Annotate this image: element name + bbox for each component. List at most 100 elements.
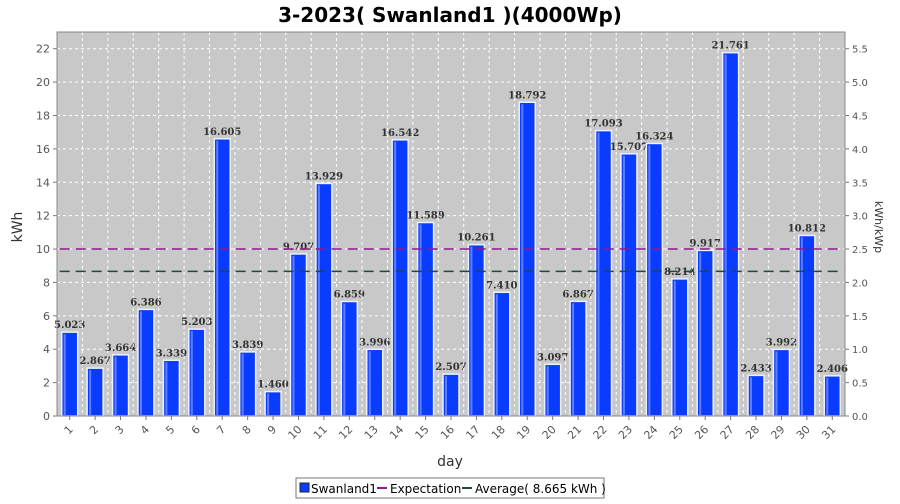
x-tick-label: 27: [718, 423, 737, 442]
bar-highlight: [673, 280, 676, 416]
bar-value-label: 9.707: [283, 242, 314, 253]
y2-tick-label: 1.5: [852, 312, 868, 323]
legend-box: [295, 477, 605, 499]
y-tick-label: 12: [36, 210, 50, 223]
bar-highlight: [292, 255, 295, 416]
x-tick-label: 22: [591, 423, 610, 442]
plot-border: [56, 31, 846, 417]
bar-highlight: [394, 141, 397, 416]
chart-title: 3-2023( Swanland1 )(4000Wp): [278, 3, 622, 27]
bar-value-label: 5.203: [181, 317, 212, 328]
y2-tick-label: 3.0: [852, 212, 868, 223]
y2-tick-label: 5.0: [852, 78, 868, 89]
bar-highlight: [343, 303, 346, 416]
y-tick-label: 22: [36, 43, 50, 56]
bar-highlight: [63, 334, 66, 416]
y-tick-label: 6: [43, 310, 50, 323]
y2-tick-label: 2.5: [852, 245, 868, 256]
bar-value-label: 1.460: [257, 380, 288, 391]
bar-highlight: [699, 252, 702, 416]
bar-highlight: [165, 362, 168, 416]
bar-highlight: [89, 370, 92, 416]
y-tick-label: 8: [43, 276, 50, 289]
bar-value-label: 21.761: [711, 41, 749, 52]
bar-value-label: 3.996: [359, 337, 390, 348]
y-tick-label: 0: [43, 410, 50, 423]
x-tick-label: 30: [794, 423, 813, 442]
legend-label-expectation: Expectation: [390, 482, 461, 496]
bar-value-label: 2.507: [435, 362, 466, 373]
y-tick-label: 4: [43, 343, 50, 356]
bar-highlight: [775, 351, 778, 416]
legend-label-average: Average( 8.665 kWh ): [475, 482, 606, 496]
bar-value-label: 3.339: [156, 348, 187, 359]
y2-tick-label: 2.0: [852, 278, 868, 289]
bar-highlight: [267, 393, 270, 416]
bar-highlight: [317, 185, 320, 416]
bar-value-label: 2.433: [740, 363, 771, 374]
x-tick-label: 15: [413, 423, 432, 442]
bar-value-label: 6.867: [562, 289, 593, 300]
legend-label-swanland1: Swanland1: [311, 482, 377, 496]
x-tick-label: 24: [641, 423, 660, 442]
bar-value-label: 16.324: [635, 131, 673, 142]
bar-value-label: 2.406: [817, 364, 848, 375]
x-tick-label: 19: [514, 423, 533, 442]
y2-tick-label: 5.5: [852, 45, 868, 56]
bar-highlight: [750, 377, 753, 416]
y-tick-label: 16: [36, 143, 50, 156]
bar-value-label: 3.992: [766, 337, 797, 348]
bar-highlight: [368, 351, 371, 416]
bar-value-label: 6.859: [334, 289, 365, 300]
x-tick-label: 8: [240, 423, 254, 437]
bar-highlight: [241, 353, 244, 416]
x-axis-label: day: [437, 454, 463, 470]
x-tick-label: 6: [189, 423, 203, 437]
y-tick-label: 20: [36, 76, 50, 89]
bar-highlight: [495, 294, 498, 416]
x-tick-label: 7: [214, 423, 228, 437]
x-tick-label: 18: [489, 423, 508, 442]
bar-value-label: 7.410: [486, 280, 517, 291]
plot-area: 02468101214161820220.00.51.01.52.02.53.0…: [36, 31, 868, 442]
x-tick-label: 12: [336, 423, 355, 442]
bar-highlight: [826, 377, 829, 416]
bar-value-label: 13.929: [305, 171, 343, 182]
bar-value-label: 18.792: [508, 90, 546, 101]
bar-highlight: [800, 237, 803, 416]
x-tick-label: 23: [616, 423, 635, 442]
bar-highlight: [445, 376, 447, 416]
x-tick-label: 3: [113, 423, 127, 437]
y2-tick-label: 1.0: [852, 345, 868, 356]
x-tick-label: 2: [87, 423, 101, 437]
bar-value-label: 5.023: [54, 320, 85, 331]
bar-value-label: 8.214: [664, 267, 695, 278]
bar-value-label: 3.839: [232, 340, 263, 351]
bar-value-label: 15.707: [610, 142, 648, 153]
bar-value-label: 3.664: [105, 343, 136, 354]
bar-highlight: [190, 331, 193, 416]
bar-value-label: 17.093: [584, 119, 622, 130]
x-tick-label: 9: [265, 423, 279, 437]
y-tick-label: 18: [36, 109, 50, 122]
x-tick-label: 16: [438, 423, 457, 442]
y-tick-label: 2: [43, 377, 50, 390]
x-tick-label: 17: [463, 423, 482, 442]
y2-tick-label: 3.5: [852, 178, 868, 189]
bar-highlight: [419, 224, 422, 416]
x-tick-label: 29: [768, 423, 787, 442]
bar-highlight: [546, 366, 549, 416]
bar-highlight: [470, 246, 473, 416]
x-tick-label: 11: [311, 423, 330, 442]
bar-value-label: 10.812: [788, 223, 826, 234]
y-tick-label: 14: [36, 176, 50, 189]
x-tick-label: 26: [692, 423, 711, 442]
y-axis-label: kWh: [10, 212, 26, 243]
x-tick-label: 25: [667, 423, 686, 442]
bar-highlight: [648, 145, 651, 416]
y2-tick-label: 4.5: [852, 111, 868, 122]
bar-highlight: [216, 140, 219, 417]
bar-value-label: 16.605: [203, 127, 241, 138]
